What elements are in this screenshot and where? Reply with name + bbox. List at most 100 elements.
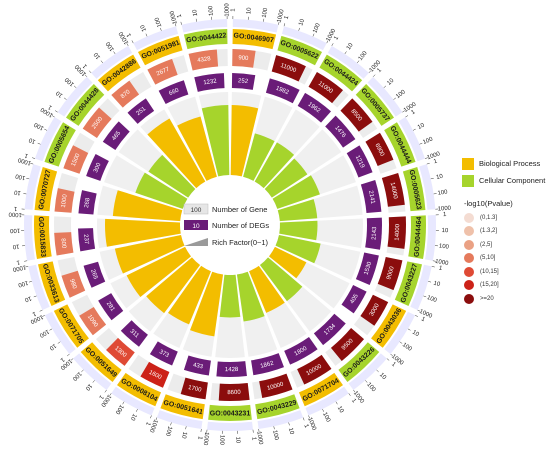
pvalue-bin-2: (2,5] bbox=[462, 238, 550, 252]
rich-factor-bar bbox=[135, 172, 188, 209]
scale-tick-label: 100 bbox=[358, 50, 369, 62]
pvalue-scale-title: -log10(Pvalue) bbox=[464, 199, 513, 208]
legend-swatch-cc bbox=[462, 174, 474, 187]
scale-tick bbox=[113, 51, 116, 55]
outer-ring-segment bbox=[28, 264, 50, 311]
scale-tick-label: 10 bbox=[83, 382, 92, 391]
pvalue-dot bbox=[464, 226, 474, 237]
center-gene-sample: 100 bbox=[191, 207, 202, 214]
scale-tick bbox=[63, 97, 67, 100]
pvalue-dot bbox=[464, 266, 474, 277]
scale-tick bbox=[150, 415, 152, 419]
scale-tick bbox=[37, 142, 41, 145]
scale-tick bbox=[160, 27, 162, 31]
deg-count-ring: 2521982196214761219214121431530405173418… bbox=[78, 73, 383, 377]
rich-factor-bar bbox=[146, 257, 201, 314]
scale-tick-label: 10 bbox=[433, 281, 442, 289]
scale-tick-label: 10 bbox=[28, 136, 37, 144]
scale-tick-label: 10 bbox=[140, 23, 148, 32]
deg-count-label: 405 bbox=[350, 293, 361, 305]
scale-tick bbox=[357, 60, 360, 64]
scale-tick-label: 100 bbox=[208, 5, 215, 16]
center-gene-label: Number of Gene bbox=[212, 205, 267, 214]
deg-count-bar bbox=[341, 285, 367, 314]
deg-count-bar bbox=[120, 320, 148, 347]
scale-tick bbox=[145, 33, 148, 37]
gene-count-label: 900 bbox=[238, 55, 249, 62]
outer-ring-segment bbox=[327, 45, 369, 79]
term-segment bbox=[408, 215, 427, 260]
scale-tick-label: 1 bbox=[350, 398, 357, 405]
scale-tick bbox=[126, 43, 129, 47]
rich-factor-bar bbox=[254, 142, 295, 189]
scale-tick bbox=[54, 110, 58, 113]
deg-count-bar bbox=[346, 145, 373, 178]
term-segment bbox=[338, 342, 380, 382]
rich-factor-bar bbox=[275, 235, 321, 264]
gene-count-bar bbox=[106, 337, 135, 366]
deg-count-bar bbox=[83, 261, 106, 288]
deg-count-label: 300 bbox=[93, 162, 103, 174]
term-segment bbox=[117, 372, 162, 407]
gene-count-label: 6900 bbox=[373, 143, 385, 158]
scale-tick-label: 100 bbox=[113, 403, 124, 415]
scale-tick-label: 1 bbox=[82, 62, 89, 69]
scale-tick bbox=[25, 266, 29, 268]
term-segment bbox=[277, 35, 323, 66]
gene-count-label: 4328 bbox=[197, 56, 212, 64]
term-segment bbox=[53, 304, 89, 348]
term-segment bbox=[38, 261, 66, 306]
outer-ring-segment bbox=[73, 353, 112, 390]
pvalue-bin-5: (15,20] bbox=[462, 279, 550, 293]
scale-tick-label: 1000 bbox=[224, 3, 230, 17]
scale-tick bbox=[393, 97, 397, 100]
rich-factor-bar bbox=[272, 175, 320, 209]
term-segment bbox=[371, 304, 407, 348]
scale-tick-label: 10 bbox=[13, 188, 21, 195]
gene-count-label: 1000 bbox=[61, 193, 69, 208]
scale-tick-label: 10 bbox=[441, 228, 448, 234]
scale-tick-label: 1 bbox=[15, 259, 20, 266]
deg-count-label: 1219 bbox=[354, 155, 366, 170]
scale-tick-label: 10 bbox=[12, 243, 20, 250]
gene-count-label: 800 bbox=[59, 238, 66, 249]
scale-tick bbox=[109, 393, 112, 396]
gene-count-ring: 9001100011000850069001400014000900030009… bbox=[53, 49, 407, 401]
scale-tick bbox=[180, 21, 182, 25]
term-segment bbox=[208, 404, 252, 422]
outer-ring-segment bbox=[348, 353, 387, 390]
gene-count-label: 1500 bbox=[71, 152, 82, 167]
pvalue-bin-label: (1.3,2] bbox=[480, 228, 498, 235]
deg-count-label: 433 bbox=[192, 362, 204, 370]
scale-tick bbox=[368, 70, 372, 74]
term-segment bbox=[319, 54, 363, 92]
term-segment bbox=[137, 35, 183, 66]
scale-tick-label: 1 bbox=[284, 15, 291, 20]
scale-tick bbox=[419, 142, 423, 145]
scale-tick bbox=[353, 389, 356, 393]
outer-ring-segment bbox=[207, 421, 253, 432]
scale-tick bbox=[432, 260, 436, 262]
deg-count-bar bbox=[149, 341, 178, 366]
rich-factor-bar bbox=[230, 105, 259, 177]
scale-tick-label: 1000 bbox=[29, 313, 44, 325]
outer-ring-segment bbox=[156, 410, 203, 429]
gene-count-label: 14000 bbox=[395, 223, 402, 241]
scale-tick-label: 10 bbox=[287, 427, 295, 436]
scale-tick bbox=[49, 328, 53, 331]
scale-tick-label: 1000 bbox=[438, 206, 452, 213]
scale-tick-label: 1 bbox=[177, 13, 184, 18]
scale-tick bbox=[32, 157, 36, 159]
scale-tick-label: 100 bbox=[312, 22, 322, 34]
scale-tick-label: 1000 bbox=[11, 263, 26, 272]
scale-tick-label: 1 bbox=[231, 8, 237, 12]
scale-tick-label: 10 bbox=[378, 372, 387, 381]
scale-tick-label: 100 bbox=[271, 430, 279, 442]
gene-count-bar bbox=[188, 49, 219, 71]
scale-tick bbox=[88, 70, 92, 74]
scale-tick-label: 10 bbox=[234, 436, 240, 444]
deg-count-label: 281 bbox=[105, 301, 116, 313]
scale-tick bbox=[57, 341, 61, 344]
rich-factor-bar bbox=[259, 257, 303, 302]
